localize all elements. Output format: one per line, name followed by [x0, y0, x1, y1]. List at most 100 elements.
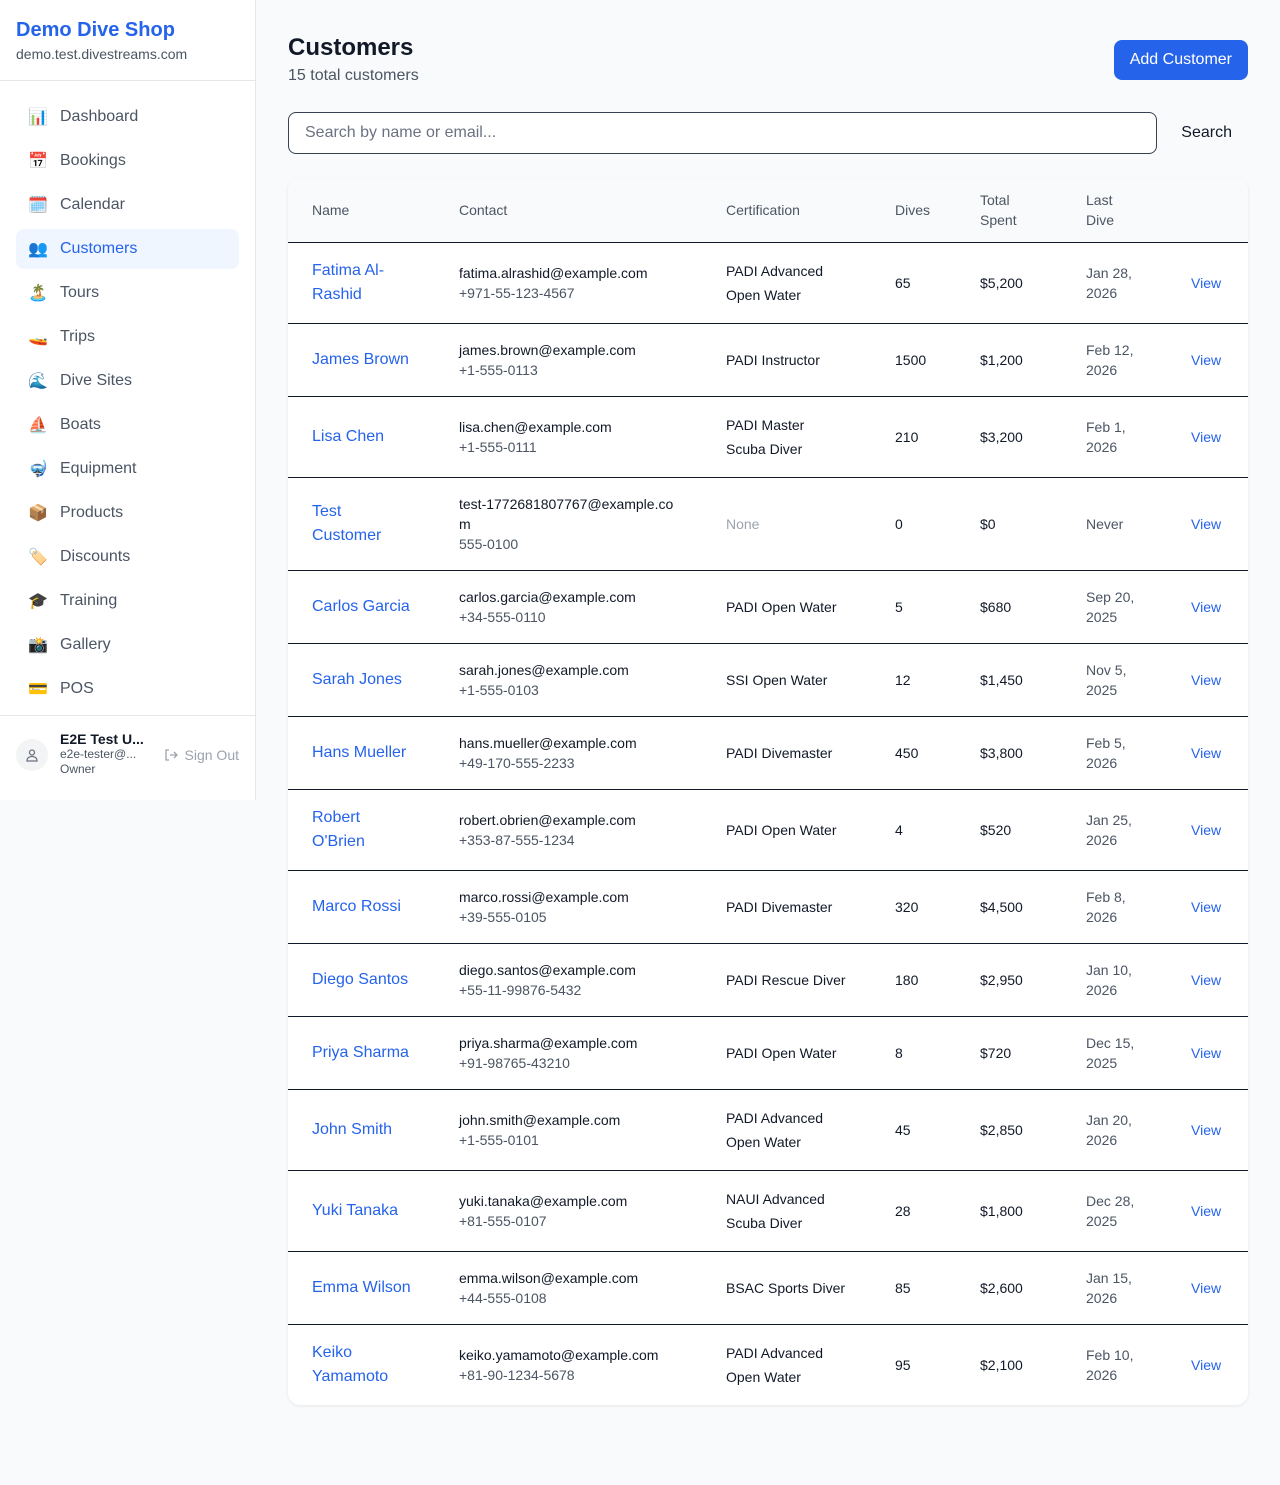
view-link[interactable]: View: [1191, 515, 1222, 532]
customer-phone: +49-170-555-2233: [459, 754, 575, 771]
customer-name-link[interactable]: Robert O'Brien: [312, 808, 365, 850]
dives: 180: [871, 943, 956, 1017]
customer-name-link[interactable]: Fatima Al-Rashid: [312, 261, 385, 303]
view-link[interactable]: View: [1191, 971, 1222, 988]
last-dive: Jan 28, 2026: [1062, 242, 1167, 324]
view-link[interactable]: View: [1191, 671, 1222, 688]
shop-domain: demo.test.divestreams.com: [16, 46, 188, 62]
customer-name-link[interactable]: Hans Mueller: [312, 743, 407, 761]
sidebar-item-dashboard[interactable]: 📊 Dashboard: [16, 97, 239, 137]
total-spent: $3,200: [956, 396, 1062, 478]
view-link[interactable]: View: [1191, 1044, 1222, 1061]
customer-name-link[interactable]: James Brown: [312, 350, 409, 368]
sidebar-item-boats[interactable]: ⛵ Boats: [16, 405, 239, 445]
dives: 65: [871, 242, 956, 324]
customer-name-link[interactable]: Carlos Garcia: [312, 597, 410, 615]
customer-name-link[interactable]: Keiko Yamamoto: [312, 1343, 389, 1385]
sidebar-item-tours[interactable]: 🏝️ Tours: [16, 273, 239, 313]
gallery-icon: 📸: [28, 637, 48, 654]
customer-name-link[interactable]: John Smith: [312, 1120, 393, 1138]
table-row: Fatima Al-Rashid fatima.alrashid@example…: [288, 242, 1248, 324]
sidebar-item-bookings[interactable]: 📅 Bookings: [16, 141, 239, 181]
customer-email: lisa.chen@example.com: [459, 418, 612, 435]
customer-phone: +353-87-555-1234: [459, 831, 575, 848]
sidebar-item-pos[interactable]: 💳 POS: [16, 669, 239, 709]
table-row: Diego Santos diego.santos@example.com +55…: [288, 943, 1248, 1017]
view-link[interactable]: View: [1191, 898, 1222, 915]
brand: Demo Dive Shop demo.test.divestreams.com: [0, 0, 255, 81]
customer-name-link[interactable]: Diego Santos: [312, 970, 409, 988]
last-dive: Jan 10, 2026: [1062, 943, 1167, 1017]
customer-name-link[interactable]: Priya Sharma: [312, 1043, 409, 1061]
view-link[interactable]: View: [1191, 744, 1222, 761]
view-link[interactable]: View: [1191, 1121, 1222, 1138]
equipment-icon: 🤿: [28, 461, 48, 478]
column-header: Name: [288, 178, 435, 243]
customer-email: john.smith@example.com: [459, 1111, 621, 1128]
sidebar-item-products[interactable]: 📦 Products: [16, 493, 239, 533]
sidebar-item-label: POS: [60, 680, 94, 697]
sidebar-item-training[interactable]: 🎓 Training: [16, 581, 239, 621]
shop-name[interactable]: Demo Dive Shop: [16, 19, 175, 41]
view-link[interactable]: View: [1191, 598, 1222, 615]
customer-count: 15 total customers: [288, 67, 419, 84]
customers-icon: 👥: [28, 241, 48, 258]
view-link[interactable]: View: [1191, 1202, 1222, 1219]
last-dive: Never: [1062, 477, 1167, 571]
discounts-icon: 🏷️: [28, 549, 48, 566]
customer-phone: +44-555-0108: [459, 1289, 547, 1306]
add-customer-button[interactable]: Add Customer: [1113, 40, 1248, 80]
customer-name-link[interactable]: Sarah Jones: [312, 670, 402, 688]
sidebar-item-customers[interactable]: 👥 Customers: [16, 229, 239, 269]
sidebar-item-label: Tours: [60, 284, 100, 301]
sidebar-item-dive-sites[interactable]: 🌊 Dive Sites: [16, 361, 239, 401]
sidebar-item-gallery[interactable]: 📸 Gallery: [16, 625, 239, 665]
view-link[interactable]: View: [1191, 821, 1222, 838]
customer-phone: +91-98765-43210: [459, 1054, 570, 1071]
total-spent: $1,200: [956, 323, 1062, 397]
dives: 12: [871, 643, 956, 717]
customers-table: Name Contact Certification Dives Total Spent…: [288, 178, 1248, 1405]
sidebar-item-label: Training: [60, 592, 118, 609]
sidebar-item-label: Boats: [60, 416, 101, 433]
customer-email: diego.santos@example.com: [459, 961, 636, 978]
customer-email: keiko.yamamoto@example.com: [459, 1346, 659, 1363]
customer-name-link[interactable]: Yuki Tanaka: [312, 1201, 398, 1219]
customer-phone: +1-555-0111: [459, 438, 537, 455]
customer-phone: +971-55-123-4567: [459, 284, 575, 301]
certification: PADI Advanced Open Water: [726, 1344, 824, 1385]
customer-email: test-1772681807767@example.com: [459, 495, 674, 532]
sidebar-item-label: Calendar: [60, 196, 125, 213]
view-link[interactable]: View: [1191, 1279, 1222, 1296]
customer-name-link[interactable]: Emma Wilson: [312, 1278, 411, 1296]
table-row: Emma Wilson emma.wilson@example.com +44-5…: [288, 1251, 1248, 1325]
search-input[interactable]: [288, 112, 1158, 154]
certification: PADI Master Scuba Diver: [702, 396, 871, 478]
sidebar-item-calendar[interactable]: 🗓️ Calendar: [16, 185, 239, 225]
customer-email: robert.obrien@example.com: [459, 811, 636, 828]
sidebar: Demo Dive Shop demo.test.divestreams.com…: [0, 0, 256, 800]
table-row: Lisa Chen lisa.chen@example.com +1-555-01…: [288, 396, 1248, 478]
sign-out-button[interactable]: Sign Out: [163, 747, 239, 763]
customer-email: carlos.garcia@example.com: [459, 588, 636, 605]
total-spent: $1,800: [956, 1170, 1062, 1252]
user-icon: [26, 748, 38, 762]
sidebar-item-equipment[interactable]: 🤿 Equipment: [16, 449, 239, 489]
view-link[interactable]: View: [1191, 1356, 1222, 1373]
sidebar-item-discounts[interactable]: 🏷️ Discounts: [16, 537, 239, 577]
customer-phone: +1-555-0113: [459, 361, 538, 378]
view-link[interactable]: View: [1191, 351, 1222, 368]
sidebar-item-label: Dive Sites: [60, 372, 133, 389]
total-spent: $2,600: [956, 1251, 1062, 1325]
user-panel: E2E Test U... e2e-tester@... Owner Sign …: [0, 715, 255, 793]
calendar-icon: 🗓️: [28, 197, 48, 214]
customer-name-link[interactable]: Test Customer: [312, 502, 382, 544]
view-link[interactable]: View: [1191, 428, 1222, 445]
view-link[interactable]: View: [1191, 274, 1222, 291]
customer-name-link[interactable]: Lisa Chen: [312, 427, 385, 445]
customer-name-link[interactable]: Marco Rossi: [312, 897, 401, 915]
search-button[interactable]: Search: [1157, 124, 1248, 142]
last-dive: Jan 15, 2026: [1062, 1251, 1167, 1325]
certification: PADI Advanced Open Water: [702, 242, 871, 324]
sidebar-item-trips[interactable]: 🚤 Trips: [16, 317, 239, 357]
